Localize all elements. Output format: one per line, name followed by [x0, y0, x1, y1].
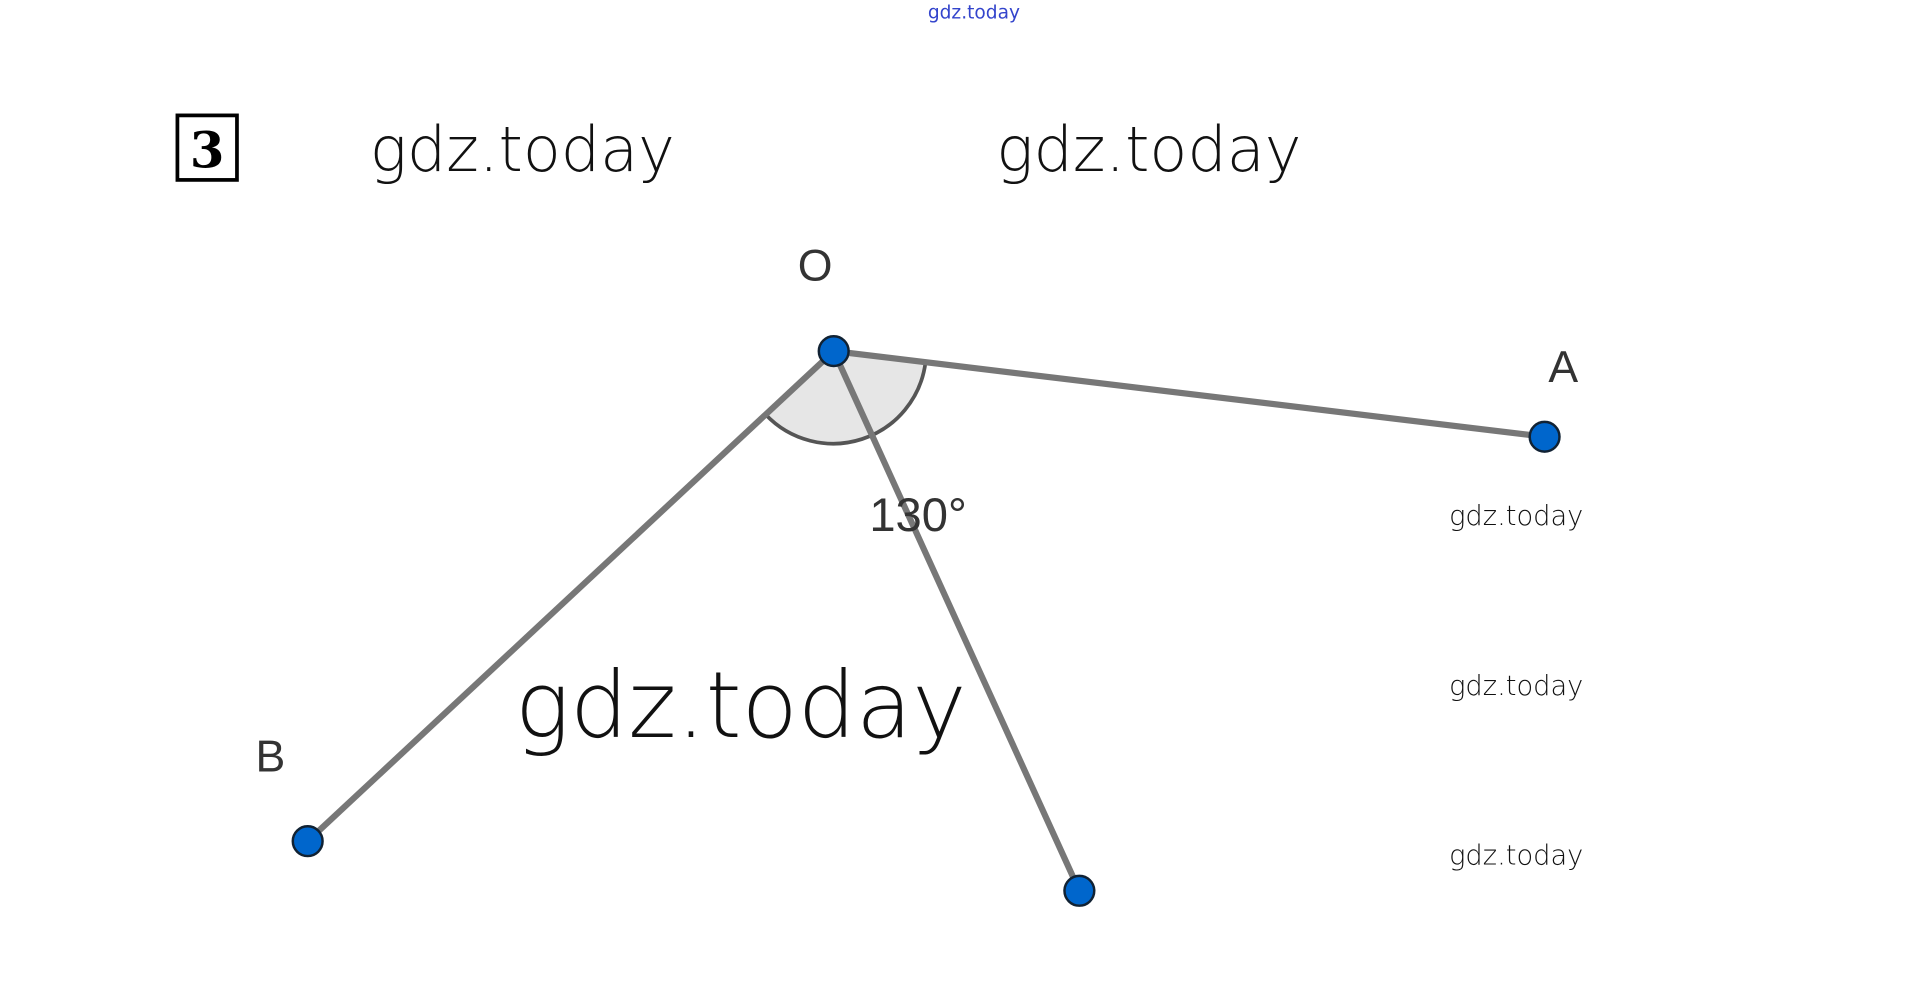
label-A: A [1548, 343, 1578, 392]
label-O: O [798, 241, 833, 290]
problem-number: 3 [190, 121, 225, 180]
watermark: gdz.today [996, 113, 1301, 186]
angle-arc [765, 351, 926, 444]
watermark: gdz.today [370, 113, 675, 186]
segment-OB [305, 348, 836, 844]
watermark: gdz.today [515, 652, 967, 759]
segment-OA [833, 348, 1545, 440]
point-O [817, 334, 850, 368]
problem-number-box [175, 113, 239, 182]
angle-label: 130° [869, 488, 966, 541]
watermark: gdz.today [1449, 501, 1583, 532]
point-C [1063, 874, 1096, 907]
watermark: gdz.today [1449, 671, 1583, 702]
top-watermark: gdz.today [928, 3, 1020, 24]
watermark: gdz.today [1449, 841, 1583, 872]
segment-OC [830, 349, 1083, 893]
label-B: B [256, 733, 286, 782]
point-B [291, 825, 324, 858]
angle-arc-outline [764, 362, 928, 446]
point-A [1528, 420, 1561, 453]
